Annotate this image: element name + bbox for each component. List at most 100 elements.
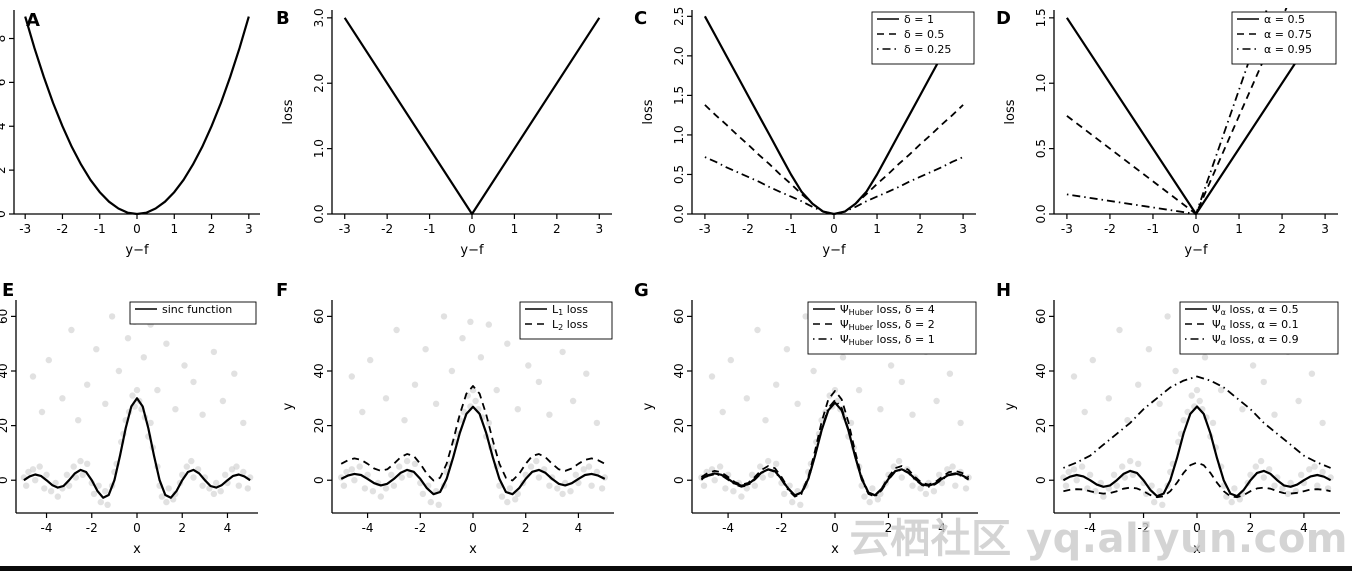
svg-text:2: 2 (0, 166, 8, 174)
svg-text:0: 0 (0, 210, 8, 218)
svg-text:60: 60 (0, 309, 10, 324)
svg-text:1: 1 (1235, 222, 1243, 236)
svg-text:0: 0 (312, 476, 326, 484)
svg-text:0: 0 (1192, 222, 1200, 236)
svg-text:ΨHuber loss, δ = 1: ΨHuber loss, δ = 1 (840, 333, 935, 347)
svg-text:-4: -4 (722, 521, 734, 535)
svg-text:0: 0 (133, 521, 141, 535)
bottom-bar (0, 566, 1352, 571)
svg-text:C: C (634, 8, 647, 29)
svg-text:0: 0 (133, 222, 141, 236)
svg-text:0: 0 (831, 521, 839, 535)
svg-text:G: G (634, 280, 649, 301)
svg-text:-4: -4 (1084, 521, 1096, 535)
svg-text:2.0: 2.0 (312, 74, 326, 93)
svg-text:1.0: 1.0 (672, 125, 686, 144)
svg-text:1.5: 1.5 (1034, 8, 1048, 27)
panel-h: -4 -2 0 2 4 0 20 40 60 x y Ψα loss, α = 0.5 Ψα loss,… (990, 278, 1352, 571)
svg-text:Ψα loss, α = 0.9: Ψα loss, α = 0.9 (1212, 333, 1299, 347)
svg-text:y−f: y−f (1184, 243, 1208, 258)
svg-text:y−f: y−f (822, 243, 846, 258)
svg-text:ΨHuber loss, δ = 2: ΨHuber loss, δ = 2 (840, 318, 935, 332)
svg-text:20: 20 (312, 418, 326, 433)
svg-text:2: 2 (885, 521, 893, 535)
svg-text:3: 3 (245, 222, 253, 236)
svg-text:1.5: 1.5 (672, 86, 686, 105)
svg-text:0: 0 (0, 476, 10, 484)
svg-text:60: 60 (672, 309, 686, 324)
svg-text:3: 3 (959, 222, 967, 236)
svg-text:-1: -1 (785, 222, 797, 236)
svg-text:-2: -2 (86, 521, 98, 535)
svg-text:0.5: 0.5 (1034, 139, 1048, 158)
svg-text:-1: -1 (94, 222, 106, 236)
svg-text:y: y (1003, 402, 1018, 410)
svg-text:0.0: 0.0 (1034, 204, 1048, 223)
svg-text:2: 2 (208, 222, 216, 236)
svg-text:x: x (831, 542, 839, 557)
panel-d: -3 -2 -1 0 1 2 3 0.0 0.5 1.0 1.5 y−f loss α = 0.5 α = … (990, 0, 1352, 278)
svg-text:-4: -4 (362, 521, 374, 535)
svg-text:-2: -2 (414, 521, 426, 535)
svg-text:1: 1 (511, 222, 519, 236)
svg-text:x: x (469, 542, 477, 557)
svg-text:1.0: 1.0 (312, 139, 326, 158)
svg-text:4: 4 (1300, 521, 1308, 535)
svg-text:4: 4 (224, 521, 232, 535)
svg-text:0.5: 0.5 (672, 165, 686, 184)
svg-text:-3: -3 (699, 222, 711, 236)
svg-text:-2: -2 (381, 222, 393, 236)
svg-text:0: 0 (830, 222, 838, 236)
svg-text:-4: -4 (41, 521, 53, 535)
svg-text:0.0: 0.0 (312, 204, 326, 223)
svg-text:-1: -1 (1147, 222, 1159, 236)
svg-text:2: 2 (553, 222, 561, 236)
svg-text:y−f: y−f (460, 243, 484, 258)
svg-text:ΨHuber loss, δ = 4: ΨHuber loss, δ = 4 (840, 303, 935, 317)
svg-text:1: 1 (873, 222, 881, 236)
svg-text:sinc function: sinc function (162, 303, 232, 316)
svg-text:B: B (276, 8, 290, 29)
panel-b-chart: -3 -2 -1 0 1 2 3 0.0 1.0 2.0 3.0 y−f loss B (276, 8, 612, 258)
svg-text:0: 0 (1034, 476, 1048, 484)
panel-d-chart: -3 -2 -1 0 1 2 3 0.0 0.5 1.0 1.5 y−f loss α = 0.5 α = … (996, 8, 1338, 258)
panel-c: -3 -2 -1 0 1 2 3 0.0 0.5 1.0 1.5 2.0 2.5 y−f loss δ = 1… (628, 0, 990, 278)
svg-text:-2: -2 (776, 521, 788, 535)
svg-text:L2 loss: L2 loss (552, 318, 588, 332)
svg-text:-2: -2 (1104, 222, 1116, 236)
svg-text:3: 3 (595, 222, 603, 236)
svg-text:4: 4 (0, 122, 8, 130)
svg-text:δ = 1: δ = 1 (904, 13, 934, 26)
svg-text:2.0: 2.0 (672, 46, 686, 65)
svg-text:loss: loss (281, 99, 296, 124)
svg-text:x: x (133, 542, 141, 557)
svg-text:Ψα loss, α = 0.5: Ψα loss, α = 0.5 (1212, 303, 1299, 317)
svg-text:0: 0 (468, 222, 476, 236)
svg-text:4: 4 (938, 521, 946, 535)
svg-text:3.0: 3.0 (312, 8, 326, 27)
svg-text:0: 0 (1193, 521, 1201, 535)
svg-text:x: x (1193, 542, 1201, 557)
svg-text:20: 20 (1034, 418, 1048, 433)
svg-text:α = 0.5: α = 0.5 (1264, 13, 1305, 26)
svg-text:2: 2 (916, 222, 924, 236)
svg-text:D: D (996, 8, 1011, 29)
svg-text:2: 2 (178, 521, 186, 535)
svg-text:40: 40 (672, 363, 686, 378)
svg-text:3: 3 (1321, 222, 1329, 236)
svg-text:2: 2 (522, 521, 530, 535)
svg-text:40: 40 (0, 363, 10, 378)
svg-text:40: 40 (1034, 363, 1048, 378)
svg-text:y−f: y−f (125, 243, 149, 258)
svg-text:2: 2 (1247, 521, 1255, 535)
svg-text:60: 60 (1034, 309, 1048, 324)
svg-text:-3: -3 (19, 222, 31, 236)
svg-text:0.0: 0.0 (672, 204, 686, 223)
svg-text:2.5: 2.5 (672, 7, 686, 26)
